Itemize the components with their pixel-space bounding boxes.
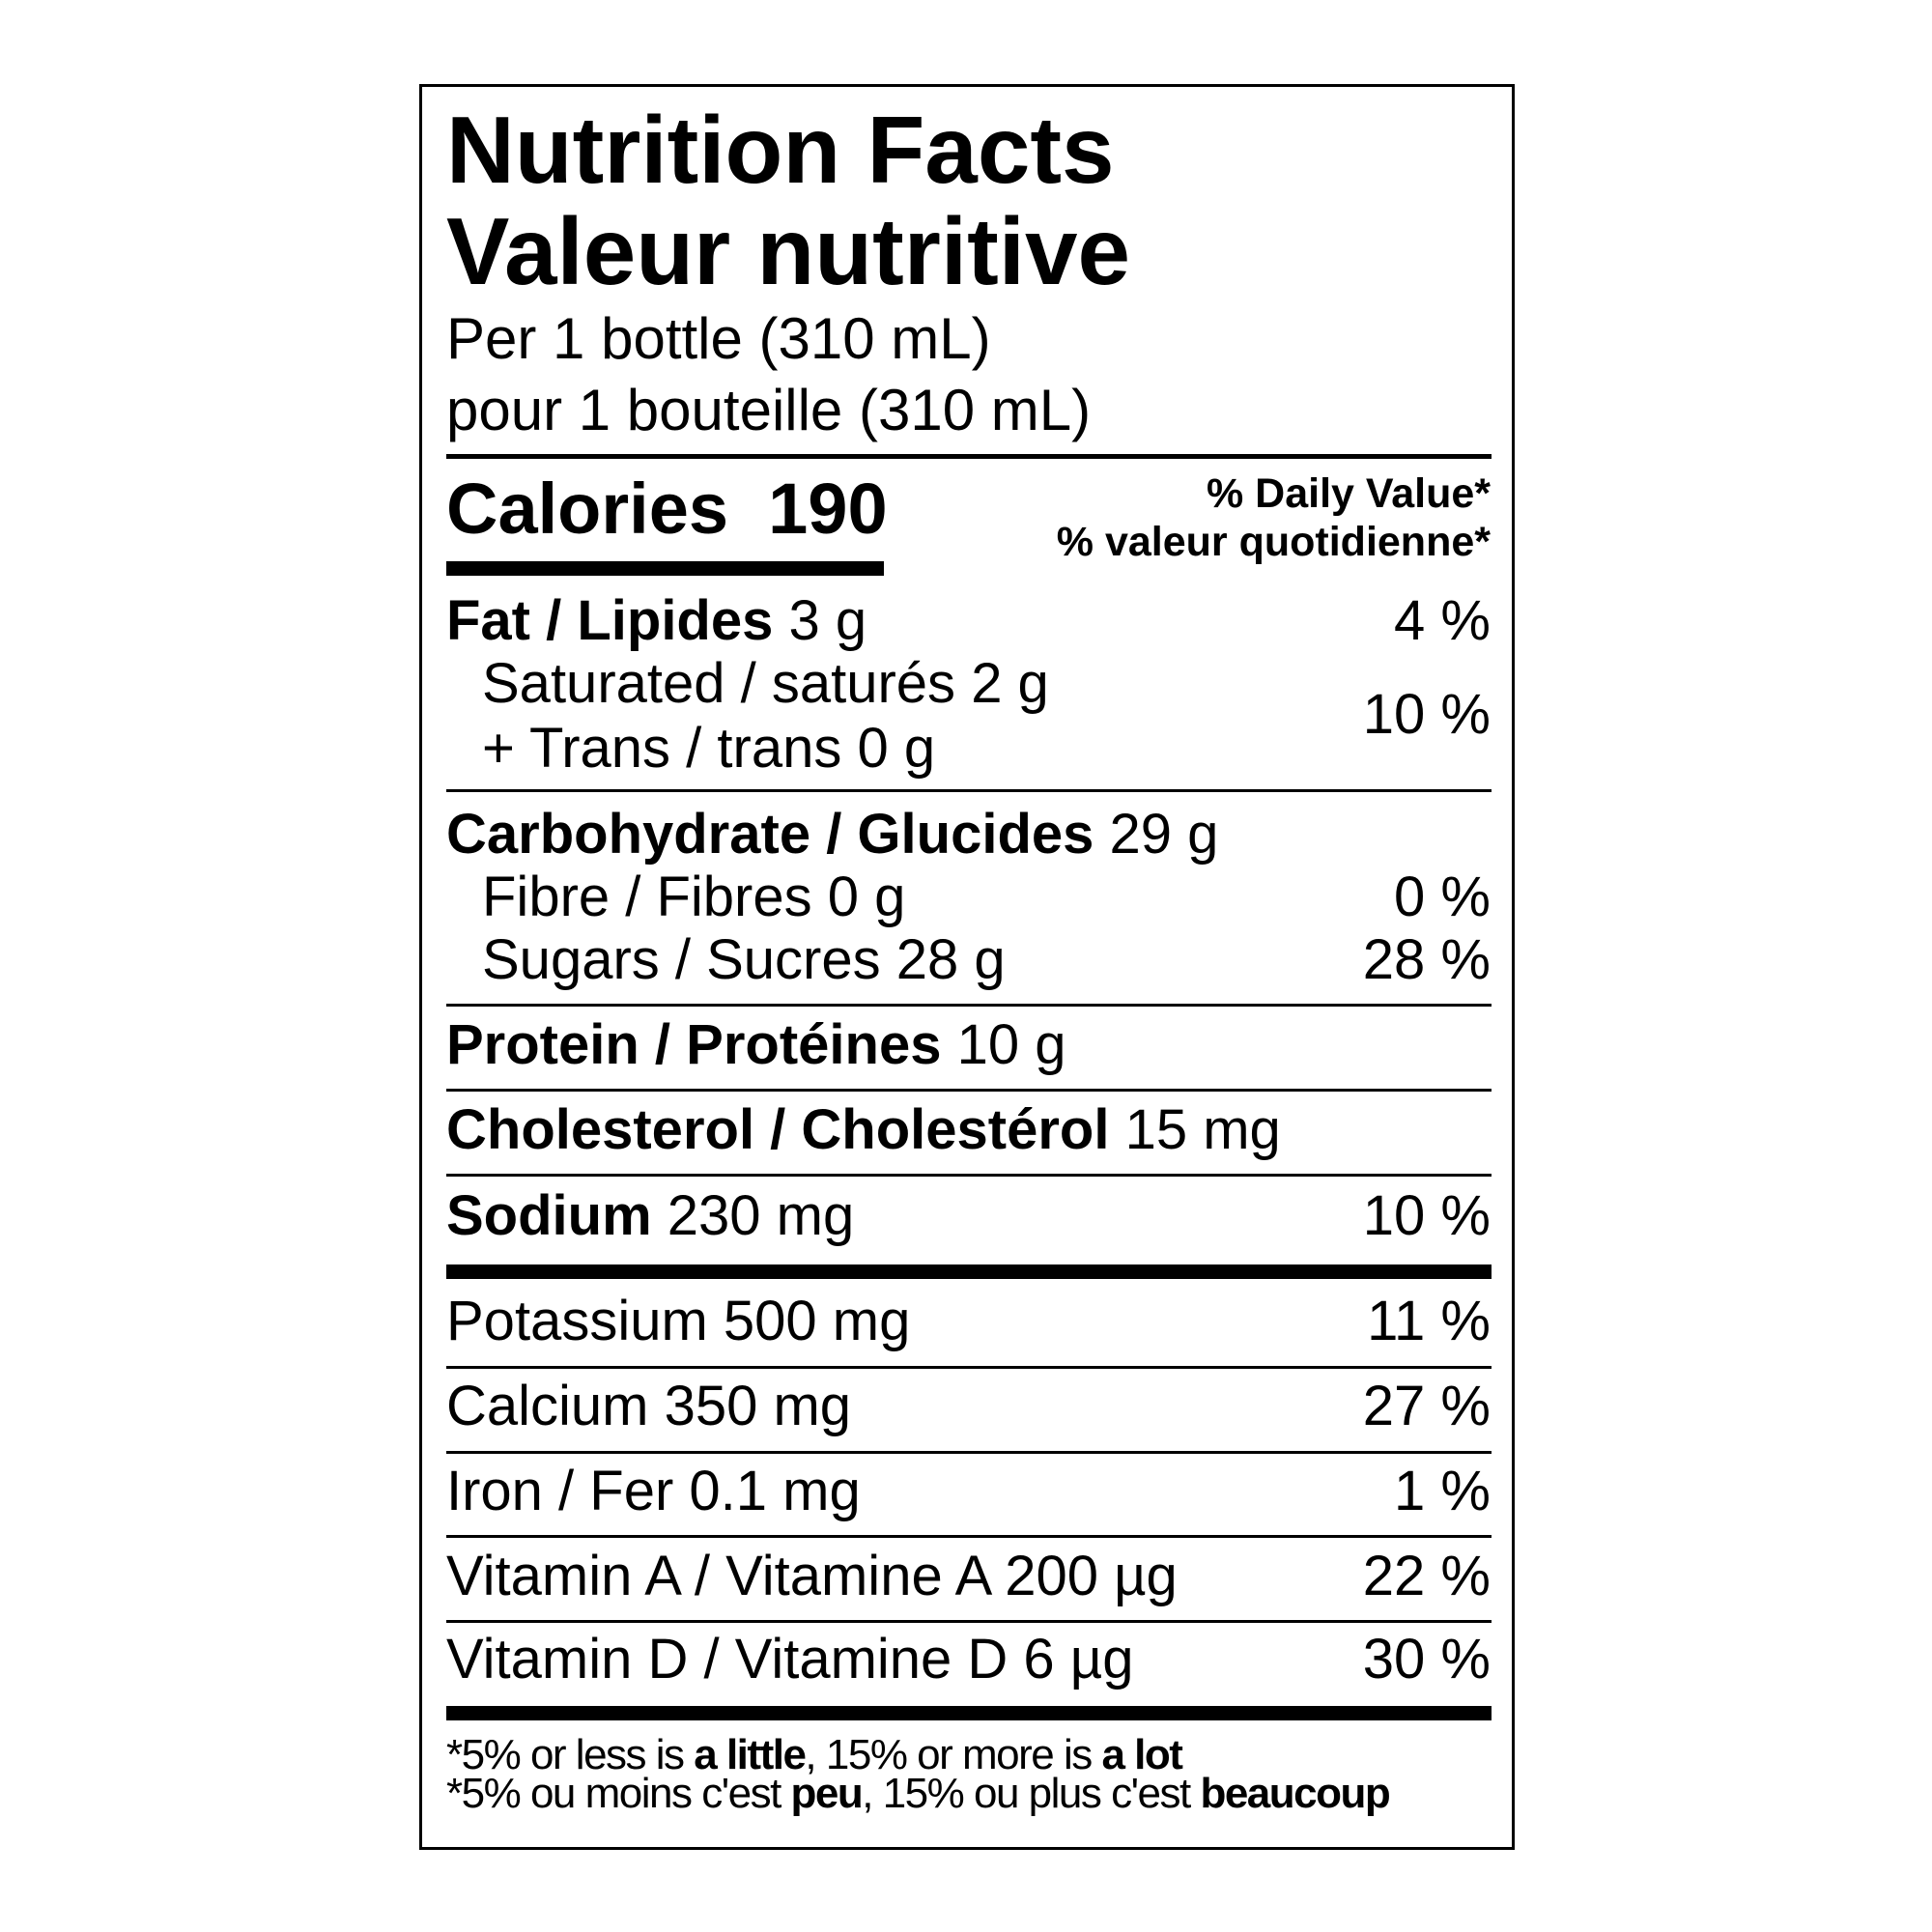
fat-label: Fat / Lipides xyxy=(446,589,774,652)
saturated-label: Saturated / saturés xyxy=(482,652,956,715)
divider xyxy=(446,1620,1492,1623)
carbohydrate-amount: 29 g xyxy=(1109,803,1219,866)
divider xyxy=(446,1535,1492,1538)
sugars-label: Sugars / Sucres xyxy=(482,928,881,991)
calories-value: 190 xyxy=(768,469,888,549)
saturated-amount: 2 g xyxy=(971,652,1049,715)
iron-label: Iron / Fer 0.1 mg xyxy=(446,1460,861,1522)
thick-divider xyxy=(446,1706,1492,1720)
vitamin-a-dv: 22 % xyxy=(1362,1545,1491,1607)
sodium-label: Sodium xyxy=(446,1184,652,1247)
fibre-row: Fibre / Fibres 0 g xyxy=(482,869,905,925)
dv-header-fr: % valeur quotidienne* xyxy=(1056,519,1491,565)
protein-label: Protein / Protéines xyxy=(446,1013,942,1076)
calories-label: Calories xyxy=(446,469,729,549)
trans-row: + Trans / trans 0 g xyxy=(482,721,935,777)
vitamin-d-label: Vitamin D / Vitamine D 6 µg xyxy=(446,1628,1134,1690)
cholesterol-row: Cholesterol / Cholestérol 15 mg xyxy=(446,1102,1281,1158)
divider xyxy=(446,1451,1492,1454)
fibre-label: Fibre / Fibres xyxy=(482,866,812,928)
calcium-label: Calcium 350 mg xyxy=(446,1375,852,1437)
title-fr: Valeur nutritive xyxy=(446,198,1131,304)
carbohydrate-row: Carbohydrate / Glucides 29 g xyxy=(446,807,1218,863)
calories-row: Calories 190 xyxy=(446,473,888,545)
protein-row: Protein / Protéines 10 g xyxy=(446,1017,1065,1073)
sugars-row: Sugars / Sucres 28 g xyxy=(482,932,1006,988)
serving-size-fr: pour 1 bouteille (310 mL) xyxy=(446,378,1092,442)
footnote-emphasis: peu xyxy=(790,1770,864,1817)
cholesterol-label: Cholesterol / Cholestérol xyxy=(446,1098,1110,1161)
fibre-amount: 0 g xyxy=(827,866,906,928)
fat-row: Fat / Lipides 3 g xyxy=(446,593,867,649)
nutrition-facts-label: Nutrition Facts Valeur nutritive Per 1 b… xyxy=(419,84,1515,1850)
fat-amount: 3 g xyxy=(788,589,867,652)
trans-label: + Trans / trans xyxy=(482,717,842,780)
fat-dv: 4 % xyxy=(1394,589,1491,652)
carbohydrate-label: Carbohydrate / Glucides xyxy=(446,803,1094,866)
divider xyxy=(446,1174,1492,1177)
footnote-text: *5% or less is xyxy=(446,1731,695,1778)
footnote-text: , 15% or more is xyxy=(805,1731,1102,1778)
divider xyxy=(446,454,1492,459)
sodium-row: Sodium 230 mg xyxy=(446,1188,854,1244)
saturated-row: Saturated / saturés 2 g xyxy=(482,656,1049,712)
divider xyxy=(446,789,1492,792)
sodium-amount: 230 mg xyxy=(667,1184,855,1247)
divider xyxy=(446,1089,1492,1092)
sodium-dv: 10 % xyxy=(1362,1184,1491,1247)
sugars-dv: 28 % xyxy=(1362,928,1491,991)
cholesterol-amount: 15 mg xyxy=(1124,1098,1281,1161)
sugars-amount: 28 g xyxy=(895,928,1006,991)
calories-bar xyxy=(446,561,884,576)
potassium-label: Potassium 500 mg xyxy=(446,1290,911,1352)
calcium-dv: 27 % xyxy=(1362,1375,1491,1437)
serving-size-en: Per 1 bottle (310 mL) xyxy=(446,306,991,371)
potassium-dv: 11 % xyxy=(1367,1290,1491,1352)
iron-dv: 1 % xyxy=(1394,1460,1491,1522)
thick-divider xyxy=(446,1264,1492,1279)
divider xyxy=(446,1004,1492,1007)
fibre-dv: 0 % xyxy=(1394,866,1491,928)
vitamin-d-dv: 30 % xyxy=(1362,1628,1491,1690)
footnote-fr: *5% ou moins c'est peu, 15% ou plus c'es… xyxy=(446,1770,1391,1817)
title-en: Nutrition Facts xyxy=(446,97,1115,203)
footnote-emphasis: a little xyxy=(694,1731,807,1778)
footnote-text: *5% ou moins c'est xyxy=(446,1770,791,1817)
dv-header-en: % Daily Value* xyxy=(1207,470,1491,517)
trans-amount: 0 g xyxy=(857,717,936,780)
footnote-emphasis: a lot xyxy=(1101,1731,1182,1778)
divider xyxy=(446,1366,1492,1369)
footnote-text: , 15% ou plus c'est xyxy=(862,1770,1201,1817)
vitamin-a-label: Vitamin A / Vitamine A 200 µg xyxy=(446,1545,1178,1607)
footnote-en: *5% or less is a little, 15% or more is … xyxy=(446,1731,1183,1778)
protein-amount: 10 g xyxy=(956,1013,1066,1076)
footnote-emphasis: beaucoup xyxy=(1200,1770,1390,1817)
sat-trans-dv: 10 % xyxy=(1362,683,1491,746)
